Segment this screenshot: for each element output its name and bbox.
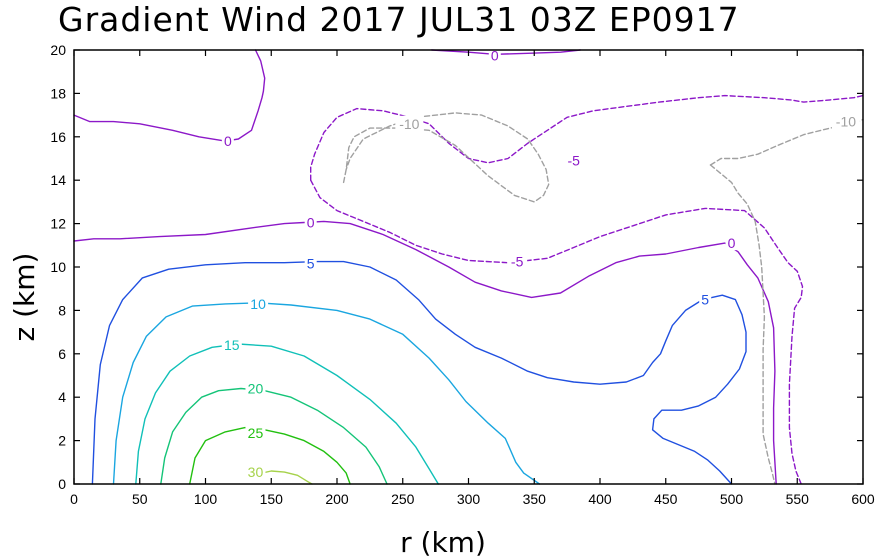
contour-label-20: 20 [248, 381, 264, 397]
y-axis-ticks: 0 2 4 6 8 10 12 14 16 18 20 [50, 42, 863, 492]
contour-line-0-2 [431, 49, 581, 55]
contour-line-0-1 [73, 49, 266, 142]
x-axis-label: r (km) [400, 526, 486, 559]
x-tick-label: 600 [851, 491, 875, 507]
contour-label-0: 0 [491, 47, 499, 63]
contour-line-0-0 [73, 220, 777, 485]
contour-line--10-1 [709, 118, 864, 166]
contour-line-10-0 [112, 302, 541, 485]
contour-label-bg [304, 214, 317, 230]
contour-label--10: -10 [836, 114, 856, 130]
chart-title: Gradient Wind 2017 JUL31 03Z EP0917 [58, 0, 740, 39]
contour-lines [73, 49, 864, 485]
y-tick-label: 16 [50, 129, 66, 145]
x-tick-label: 400 [588, 491, 612, 507]
x-tick-label: 0 [70, 491, 78, 507]
contour-line--5-0 [310, 94, 864, 181]
contour-label-bg [245, 464, 266, 480]
contour-label-30: 30 [248, 464, 264, 480]
contour-label-bg [488, 47, 501, 63]
x-tick-label: 250 [391, 491, 415, 507]
contour-label-bg [245, 425, 266, 441]
y-tick-label: 2 [58, 433, 66, 449]
contour-line-30-0 [261, 470, 313, 485]
x-tick-label: 50 [132, 491, 148, 507]
contour-label-bg [304, 255, 317, 271]
contour-label--5: -5 [567, 153, 580, 169]
x-tick-label: 300 [457, 491, 481, 507]
contour-label-bg [245, 380, 266, 396]
contour-line--10-2 [709, 164, 776, 485]
contour-label-15: 15 [224, 337, 240, 353]
contour-label-bg [725, 235, 738, 251]
contour-label-bg [221, 337, 242, 353]
x-tick-label: 200 [325, 491, 349, 507]
y-tick-label: 6 [58, 346, 66, 362]
contour-label-0: 0 [224, 133, 232, 149]
contour-label-bg [699, 291, 712, 307]
x-tick-label: 150 [260, 491, 284, 507]
y-tick-label: 20 [50, 42, 66, 58]
contour-label--10: -10 [399, 116, 419, 132]
contour-label-bg [221, 133, 234, 149]
contour-label-5: 5 [307, 256, 315, 272]
y-tick-label: 0 [58, 476, 66, 492]
contour-label-bg [248, 295, 269, 311]
y-axis-label: z (km) [8, 253, 41, 342]
contour-line-15-0 [135, 343, 439, 485]
contour-line--5-1 [310, 179, 804, 485]
y-tick-label: 10 [50, 259, 66, 275]
contour-label-bg [831, 113, 860, 129]
x-tick-label: 100 [194, 491, 218, 507]
contour-label--5: -5 [511, 254, 524, 270]
contour-labels: 30 25 20 15 10 5 5 0 0 0 0 -5 -5 -10 -10 [221, 47, 860, 480]
contour-label-5: 5 [701, 292, 709, 308]
y-tick-label: 18 [50, 85, 66, 101]
y-tick-label: 14 [50, 172, 66, 188]
plot-frame [73, 49, 864, 485]
contour-label-0: 0 [728, 235, 736, 251]
x-tick-label: 500 [720, 491, 744, 507]
y-tick-label: 12 [50, 216, 66, 232]
y-tick-label: 4 [58, 389, 66, 405]
contour-label-0: 0 [307, 215, 315, 231]
contour-label-bg [395, 115, 424, 131]
x-tick-label: 350 [523, 491, 547, 507]
contour-line--10-0 [342, 112, 550, 203]
contour-label-bg [507, 253, 528, 269]
contour-label-bg [563, 152, 584, 168]
x-tick-label: 550 [786, 491, 810, 507]
contour-label-25: 25 [248, 425, 264, 441]
y-tick-label: 8 [58, 302, 66, 318]
contour-label-10: 10 [250, 296, 266, 312]
contour-line-25-0 [189, 426, 351, 485]
contour-line-20-0 [160, 387, 388, 485]
contour-line-5-0 [91, 260, 747, 485]
x-tick-label: 450 [654, 491, 678, 507]
x-axis-ticks: 0 50 100 150 200 250 300 350 400 450 500 550 600 [70, 50, 875, 507]
